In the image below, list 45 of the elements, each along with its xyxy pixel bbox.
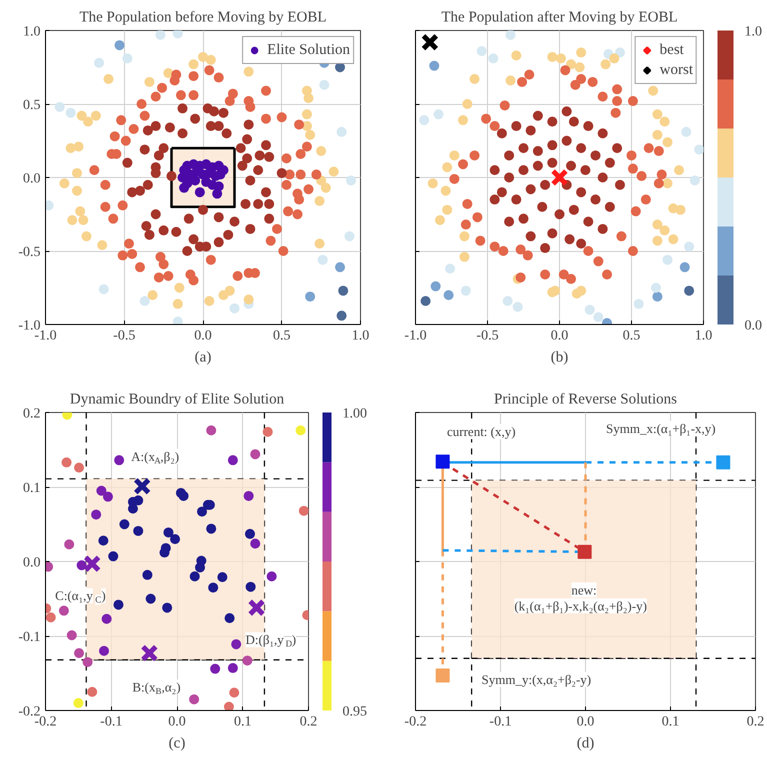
y-tick-label: 0.5 [23,98,40,113]
y-tick-label: 0.1 [23,481,40,496]
x-tick-label: -0.1 [489,714,512,730]
x-tick-label: 1.0 [352,328,370,344]
chart-title: The Population after Moving by EOBL [441,10,678,26]
x-tick-label: 0.2 [746,714,764,730]
color-bar-label: 1.0 [744,24,762,40]
annotation: Symm_x:(α₁+β₁-x,y) [606,420,716,436]
chart-title: Dynamic Boundry of Elite Solution [70,392,285,408]
x-tick-label: 1.0 [694,328,712,344]
annotation: new: (k₁(α₁+β₁)-x,k₂(α₂+β₂)-y) [514,582,647,614]
x-tick-label: -0.1 [100,714,122,730]
legend-label: Elite Solution [267,42,350,58]
chart-title: Principle of Reverse Solutions [494,392,678,408]
legend-label: worst [660,62,693,78]
annotation: Symm_y:(x,α₂+β₂-y) [482,672,592,687]
color-bar-label: 1.00 [342,406,367,422]
annotation: current: (x,y) [447,424,516,440]
y-tick-label: -0.1 [18,630,41,645]
chart-title: The Population before Moving by EOBL [79,10,327,26]
x-tick-label: -1.0 [404,328,427,344]
text: (a) [194,350,212,366]
x-tick-label: 0.2 [300,714,318,730]
x-tick-label: 0.1 [234,714,252,730]
x-tick-label: -0.5 [113,328,136,344]
y-tick-label: 0.0 [23,556,40,570]
color-bar-label: 0.95 [342,704,367,720]
x-tick-label: -0.2 [404,714,427,730]
x-tick-label: 0.0 [550,328,568,344]
x-tick-label: 0.5 [273,328,290,344]
y-tick-label: 1.0 [23,24,40,40]
y-tick-label: 0.0 [23,172,40,186]
y-tick-label: -0.5 [18,245,41,260]
text: (c) [168,736,186,752]
x-tick-label: 0.0 [194,328,212,344]
text: (d) [576,736,594,752]
legend-label: best [660,42,684,58]
y-tick-label: 0.2 [23,406,40,422]
x-tick-label: 0.0 [576,714,594,730]
x-tick-label: 0.1 [662,714,680,730]
x-tick-label: 0.0 [168,714,186,730]
text: (b) [550,350,568,366]
x-tick-label: 0.5 [622,328,640,344]
x-tick-label: -0.5 [476,328,499,344]
color-bar-label: 0.0 [744,318,762,334]
